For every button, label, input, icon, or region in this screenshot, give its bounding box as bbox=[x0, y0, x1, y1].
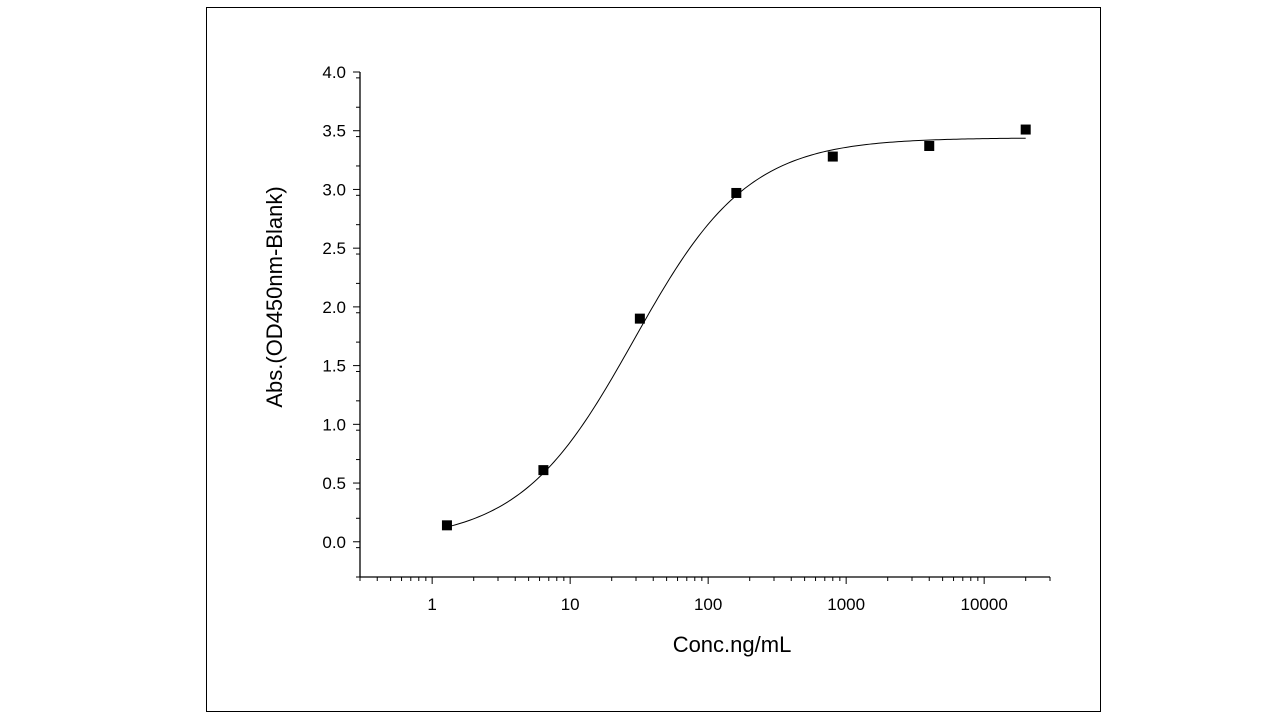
y-tick-label: 3.5 bbox=[322, 122, 346, 141]
tick-labels: 0.0 0.5 1.0 1.5 2.0 2.5 3.0 3.5 4.0 1 10 100 1000 100… bbox=[322, 63, 1007, 614]
data-point bbox=[1020, 124, 1031, 135]
y-tick-label: 2.0 bbox=[322, 298, 346, 317]
data-point bbox=[827, 151, 838, 162]
axes bbox=[359, 72, 1050, 578]
x-tick-label: 100 bbox=[694, 595, 722, 614]
y-axis-label: Abs.(OD450nm-Blank) bbox=[262, 186, 287, 407]
x-tick-label: 1 bbox=[427, 595, 436, 614]
y-tick-label: 4.0 bbox=[322, 63, 346, 82]
y-tick-label: 3.0 bbox=[322, 180, 346, 199]
data-point bbox=[538, 465, 549, 476]
y-tick-label: 0.5 bbox=[322, 474, 346, 493]
x-axis-label: Conc.ng/mL bbox=[673, 632, 792, 657]
data-point bbox=[441, 520, 452, 531]
data-point bbox=[634, 313, 645, 324]
y-tick-label: 1.0 bbox=[322, 415, 346, 434]
data-point bbox=[731, 187, 742, 198]
data-point bbox=[924, 140, 935, 151]
x-tick-label: 1000 bbox=[827, 595, 865, 614]
x-tick-label: 10 bbox=[561, 595, 580, 614]
chart-frame bbox=[206, 7, 1101, 712]
y-tick-label: 0.0 bbox=[322, 533, 346, 552]
data-points bbox=[441, 124, 1031, 531]
y-tick-label: 2.5 bbox=[322, 239, 346, 258]
x-tick-label: 10000 bbox=[961, 595, 1008, 614]
ticks bbox=[353, 71, 1051, 584]
y-tick-label: 1.5 bbox=[322, 357, 346, 376]
